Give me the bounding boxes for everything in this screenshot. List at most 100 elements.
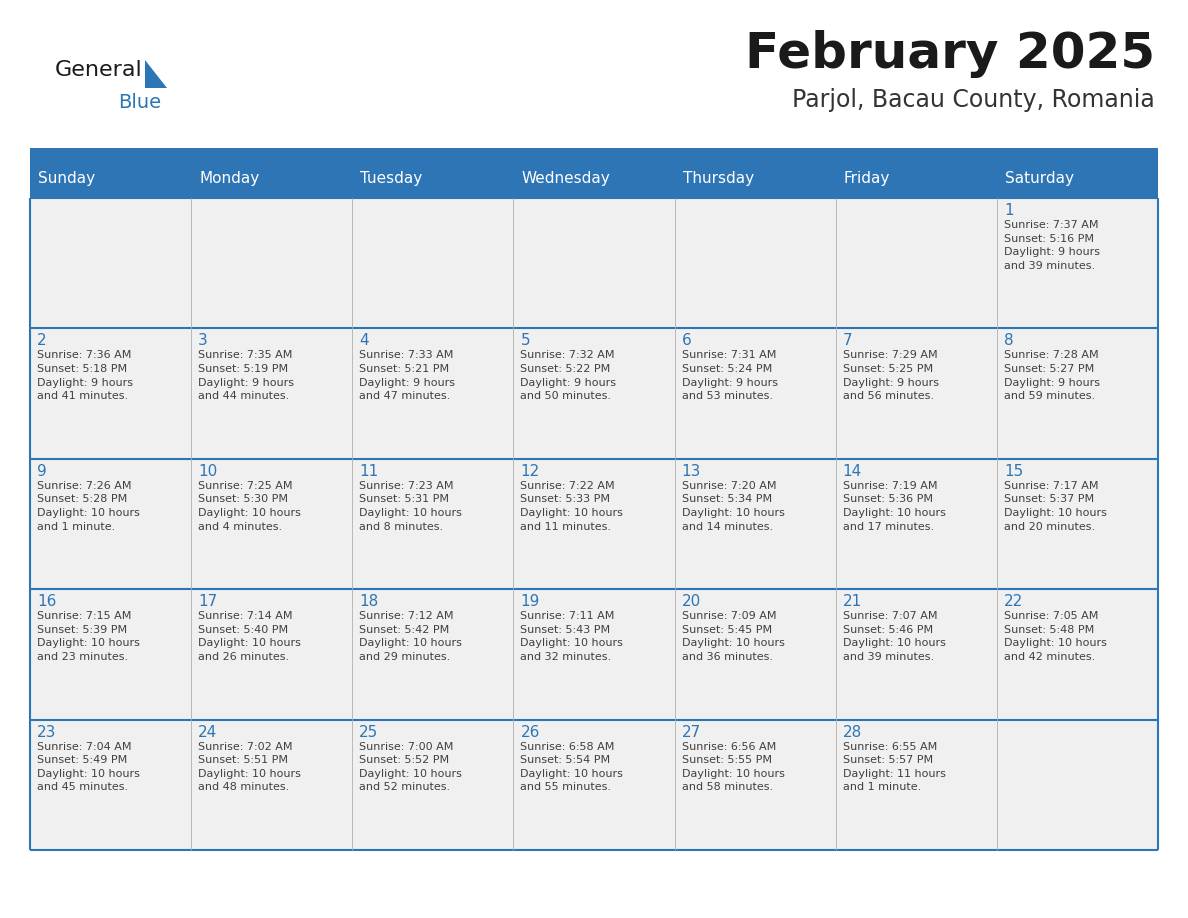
Text: Sunrise: 7:19 AM
Sunset: 5:36 PM
Daylight: 10 hours
and 17 minutes.: Sunrise: 7:19 AM Sunset: 5:36 PM Dayligh… — [842, 481, 946, 532]
Bar — [997, 589, 1158, 720]
Bar — [353, 459, 513, 589]
Text: Blue: Blue — [118, 93, 162, 112]
Text: 9: 9 — [37, 464, 46, 479]
Text: Sunrise: 7:05 AM
Sunset: 5:48 PM
Daylight: 10 hours
and 42 minutes.: Sunrise: 7:05 AM Sunset: 5:48 PM Dayligh… — [1004, 611, 1107, 662]
Text: 22: 22 — [1004, 594, 1023, 610]
Text: 6: 6 — [682, 333, 691, 349]
Text: Sunrise: 7:33 AM
Sunset: 5:21 PM
Daylight: 9 hours
and 47 minutes.: Sunrise: 7:33 AM Sunset: 5:21 PM Dayligh… — [359, 351, 455, 401]
Bar — [30, 160, 1158, 198]
Text: Monday: Monday — [200, 172, 259, 186]
Text: Sunrise: 7:14 AM
Sunset: 5:40 PM
Daylight: 10 hours
and 26 minutes.: Sunrise: 7:14 AM Sunset: 5:40 PM Dayligh… — [198, 611, 301, 662]
Bar — [513, 720, 675, 850]
Text: 26: 26 — [520, 724, 539, 740]
Bar — [675, 720, 835, 850]
Text: 8: 8 — [1004, 333, 1013, 349]
Bar — [675, 198, 835, 329]
Text: 18: 18 — [359, 594, 379, 610]
Text: 11: 11 — [359, 464, 379, 479]
Text: Sunrise: 7:37 AM
Sunset: 5:16 PM
Daylight: 9 hours
and 39 minutes.: Sunrise: 7:37 AM Sunset: 5:16 PM Dayligh… — [1004, 220, 1100, 271]
Text: Sunday: Sunday — [38, 172, 95, 186]
Text: 27: 27 — [682, 724, 701, 740]
Text: Sunrise: 7:22 AM
Sunset: 5:33 PM
Daylight: 10 hours
and 11 minutes.: Sunrise: 7:22 AM Sunset: 5:33 PM Dayligh… — [520, 481, 624, 532]
Text: Sunrise: 7:04 AM
Sunset: 5:49 PM
Daylight: 10 hours
and 45 minutes.: Sunrise: 7:04 AM Sunset: 5:49 PM Dayligh… — [37, 742, 140, 792]
Text: Sunrise: 6:58 AM
Sunset: 5:54 PM
Daylight: 10 hours
and 55 minutes.: Sunrise: 6:58 AM Sunset: 5:54 PM Dayligh… — [520, 742, 624, 792]
Text: Sunrise: 7:36 AM
Sunset: 5:18 PM
Daylight: 9 hours
and 41 minutes.: Sunrise: 7:36 AM Sunset: 5:18 PM Dayligh… — [37, 351, 133, 401]
Text: 13: 13 — [682, 464, 701, 479]
Bar — [30, 148, 1158, 160]
Text: Tuesday: Tuesday — [360, 172, 423, 186]
Text: 16: 16 — [37, 594, 56, 610]
Text: 19: 19 — [520, 594, 539, 610]
Text: 2: 2 — [37, 333, 46, 349]
Text: Sunrise: 7:07 AM
Sunset: 5:46 PM
Daylight: 10 hours
and 39 minutes.: Sunrise: 7:07 AM Sunset: 5:46 PM Dayligh… — [842, 611, 946, 662]
Text: Sunrise: 7:28 AM
Sunset: 5:27 PM
Daylight: 9 hours
and 59 minutes.: Sunrise: 7:28 AM Sunset: 5:27 PM Dayligh… — [1004, 351, 1100, 401]
Text: Thursday: Thursday — [683, 172, 753, 186]
Text: 24: 24 — [198, 724, 217, 740]
Bar — [191, 589, 353, 720]
Bar — [353, 198, 513, 329]
Bar — [353, 720, 513, 850]
Bar — [191, 459, 353, 589]
Text: 28: 28 — [842, 724, 862, 740]
Text: Parjol, Bacau County, Romania: Parjol, Bacau County, Romania — [792, 88, 1155, 112]
Text: 7: 7 — [842, 333, 852, 349]
Bar — [191, 720, 353, 850]
Text: 14: 14 — [842, 464, 862, 479]
Text: 4: 4 — [359, 333, 369, 349]
Text: Saturday: Saturday — [1005, 172, 1074, 186]
Text: Sunrise: 7:31 AM
Sunset: 5:24 PM
Daylight: 9 hours
and 53 minutes.: Sunrise: 7:31 AM Sunset: 5:24 PM Dayligh… — [682, 351, 778, 401]
Bar — [675, 589, 835, 720]
Text: 25: 25 — [359, 724, 379, 740]
Text: Sunrise: 7:35 AM
Sunset: 5:19 PM
Daylight: 9 hours
and 44 minutes.: Sunrise: 7:35 AM Sunset: 5:19 PM Dayligh… — [198, 351, 295, 401]
Bar — [513, 198, 675, 329]
Text: Sunrise: 7:00 AM
Sunset: 5:52 PM
Daylight: 10 hours
and 52 minutes.: Sunrise: 7:00 AM Sunset: 5:52 PM Dayligh… — [359, 742, 462, 792]
Text: Sunrise: 6:55 AM
Sunset: 5:57 PM
Daylight: 11 hours
and 1 minute.: Sunrise: 6:55 AM Sunset: 5:57 PM Dayligh… — [842, 742, 946, 792]
Text: 20: 20 — [682, 594, 701, 610]
Text: General: General — [55, 60, 143, 80]
Bar — [675, 459, 835, 589]
Text: 21: 21 — [842, 594, 862, 610]
Polygon shape — [145, 60, 168, 88]
Text: Sunrise: 7:20 AM
Sunset: 5:34 PM
Daylight: 10 hours
and 14 minutes.: Sunrise: 7:20 AM Sunset: 5:34 PM Dayligh… — [682, 481, 784, 532]
Bar — [997, 329, 1158, 459]
Text: Sunrise: 7:11 AM
Sunset: 5:43 PM
Daylight: 10 hours
and 32 minutes.: Sunrise: 7:11 AM Sunset: 5:43 PM Dayligh… — [520, 611, 624, 662]
Bar — [513, 329, 675, 459]
Text: Friday: Friday — [843, 172, 890, 186]
Text: Sunrise: 7:02 AM
Sunset: 5:51 PM
Daylight: 10 hours
and 48 minutes.: Sunrise: 7:02 AM Sunset: 5:51 PM Dayligh… — [198, 742, 301, 792]
Bar — [835, 720, 997, 850]
Bar — [835, 329, 997, 459]
Bar — [835, 459, 997, 589]
Bar — [191, 329, 353, 459]
Bar — [835, 589, 997, 720]
Text: Sunrise: 7:29 AM
Sunset: 5:25 PM
Daylight: 9 hours
and 56 minutes.: Sunrise: 7:29 AM Sunset: 5:25 PM Dayligh… — [842, 351, 939, 401]
Text: 5: 5 — [520, 333, 530, 349]
Text: 23: 23 — [37, 724, 56, 740]
Text: 10: 10 — [198, 464, 217, 479]
Text: 12: 12 — [520, 464, 539, 479]
Text: Sunrise: 6:56 AM
Sunset: 5:55 PM
Daylight: 10 hours
and 58 minutes.: Sunrise: 6:56 AM Sunset: 5:55 PM Dayligh… — [682, 742, 784, 792]
Text: Sunrise: 7:12 AM
Sunset: 5:42 PM
Daylight: 10 hours
and 29 minutes.: Sunrise: 7:12 AM Sunset: 5:42 PM Dayligh… — [359, 611, 462, 662]
Text: Wednesday: Wednesday — [522, 172, 611, 186]
Text: Sunrise: 7:32 AM
Sunset: 5:22 PM
Daylight: 9 hours
and 50 minutes.: Sunrise: 7:32 AM Sunset: 5:22 PM Dayligh… — [520, 351, 617, 401]
Bar — [30, 589, 191, 720]
Bar — [675, 329, 835, 459]
Text: 17: 17 — [198, 594, 217, 610]
Text: Sunrise: 7:17 AM
Sunset: 5:37 PM
Daylight: 10 hours
and 20 minutes.: Sunrise: 7:17 AM Sunset: 5:37 PM Dayligh… — [1004, 481, 1107, 532]
Bar — [191, 198, 353, 329]
Bar — [30, 459, 191, 589]
Bar — [997, 720, 1158, 850]
Text: 3: 3 — [198, 333, 208, 349]
Text: Sunrise: 7:15 AM
Sunset: 5:39 PM
Daylight: 10 hours
and 23 minutes.: Sunrise: 7:15 AM Sunset: 5:39 PM Dayligh… — [37, 611, 140, 662]
Text: Sunrise: 7:26 AM
Sunset: 5:28 PM
Daylight: 10 hours
and 1 minute.: Sunrise: 7:26 AM Sunset: 5:28 PM Dayligh… — [37, 481, 140, 532]
Text: Sunrise: 7:09 AM
Sunset: 5:45 PM
Daylight: 10 hours
and 36 minutes.: Sunrise: 7:09 AM Sunset: 5:45 PM Dayligh… — [682, 611, 784, 662]
Bar — [30, 329, 191, 459]
Bar — [513, 459, 675, 589]
Bar — [353, 329, 513, 459]
Bar — [30, 198, 191, 329]
Bar — [513, 589, 675, 720]
Text: 1: 1 — [1004, 203, 1013, 218]
Bar — [997, 459, 1158, 589]
Text: 15: 15 — [1004, 464, 1023, 479]
Bar — [353, 589, 513, 720]
Bar — [997, 198, 1158, 329]
